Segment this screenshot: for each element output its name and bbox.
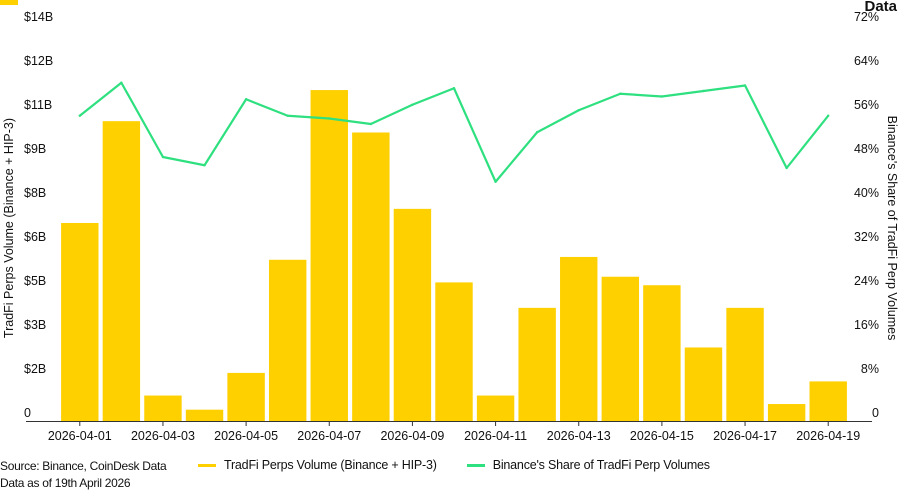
- bar-2026-04-03: [144, 395, 182, 421]
- x-tick-label: 2026-04-03: [131, 429, 195, 443]
- bar-2026-04-06: [268, 259, 307, 421]
- y2-tick-label: 24%: [854, 274, 879, 288]
- y-tick-label: $3B: [24, 318, 46, 332]
- bar-2026-04-18: [767, 404, 806, 421]
- bar-2026-04-05: [227, 372, 265, 421]
- bar-2026-04-19: [809, 381, 847, 421]
- bar-2026-04-11: [476, 395, 515, 421]
- x-tick-label: 2026-04-07: [297, 429, 361, 443]
- legend-swatch-line: [466, 463, 485, 467]
- x-tick-label: 2026-04-05: [214, 429, 278, 443]
- y2-tick-label: 0: [872, 406, 879, 420]
- y-axis-label: TradFi Perps Volume (Binance + HIP-3): [2, 118, 16, 338]
- y2-tick-label: 72%: [854, 10, 879, 24]
- legend-swatch-bar: [198, 463, 216, 467]
- brand-mark: [0, 0, 18, 5]
- x-tick-label: 2026-04-01: [48, 429, 112, 443]
- legend-item-volume: TradFi Perps Volume (Binance + HIP-3): [198, 458, 437, 472]
- bar-2026-04-14: [601, 276, 640, 421]
- bar-2026-04-04: [185, 409, 224, 421]
- share-point-2026-04-14: [619, 92, 622, 95]
- share-point-2026-04-06: [286, 114, 289, 117]
- share-point-2026-04-03: [161, 155, 165, 159]
- y2-axis-label: Binance's Share of TradFi Perp Volumes: [885, 116, 899, 341]
- share-point-2026-04-16: [702, 89, 705, 93]
- share-point-2026-04-10: [452, 87, 456, 90]
- bar-2026-04-07: [310, 90, 348, 421]
- axes-layer: 0 $2B $3B $5B $6B $8B $9B $11B $12B $14B 0 8% 16% 24%…: [24, 10, 879, 443]
- y2-tick-label: 48%: [854, 142, 879, 156]
- share-point-2026-04-09: [411, 103, 414, 106]
- bar-2026-04-09: [393, 208, 432, 421]
- footer: Source: Binance, CoinDesk Data Data as o…: [0, 458, 167, 492]
- legend-label-share: Binance's Share of TradFi Perp Volumes: [492, 458, 710, 472]
- data-date-note: Data as of 19th April 2026: [0, 476, 131, 490]
- bar-2026-04-08: [352, 132, 390, 422]
- share-point-2026-04-15: [660, 95, 664, 98]
- y2-tick-label: 32%: [854, 230, 879, 244]
- legend-item-share: Binance's Share of TradFi Perp Volumes: [466, 458, 710, 472]
- y2-tick-label: 40%: [854, 186, 879, 200]
- share-point-2026-04-17: [743, 84, 747, 87]
- share-point-2026-04-01: [78, 114, 81, 117]
- x-tick-label: 2026-04-19: [796, 429, 860, 443]
- y-tick-label: $9B: [24, 142, 46, 156]
- y2-tick-label: 16%: [854, 318, 879, 332]
- share-point-2026-04-13: [577, 109, 580, 112]
- bar-2026-04-10: [435, 282, 473, 421]
- x-tick-label: 2026-04-09: [380, 429, 444, 443]
- line-layer: [78, 81, 830, 183]
- y-tick-label: $5B: [24, 274, 46, 288]
- bar-2026-04-17: [726, 307, 764, 421]
- title-fragment: Data: [864, 0, 897, 15]
- legend: TradFi Perps Volume (Binance + HIP-3) Bi…: [198, 458, 740, 472]
- x-tick-label: 2026-04-17: [713, 429, 777, 443]
- bar-2026-04-12: [518, 307, 556, 421]
- y2-tick-label: 56%: [854, 98, 879, 112]
- bar-2026-04-15: [643, 285, 681, 421]
- share-point-2026-04-04: [203, 164, 206, 167]
- y-tick-label: $14B: [24, 10, 53, 24]
- share-point-2026-04-19: [827, 114, 830, 117]
- x-tick-label: 2026-04-13: [547, 429, 611, 443]
- share-point-2026-04-12: [535, 131, 539, 134]
- share-point-2026-04-18: [785, 166, 788, 170]
- y-tick-label: $12B: [24, 54, 53, 68]
- share-point-2026-04-11: [494, 180, 497, 183]
- share-point-2026-04-07: [328, 117, 331, 120]
- bar-2026-04-13: [560, 256, 598, 421]
- share-point-2026-04-05: [244, 98, 248, 101]
- share-point-2026-04-08: [369, 122, 373, 126]
- y-tick-label: $11B: [24, 98, 52, 112]
- share-line: [79, 81, 830, 183]
- y2-tick-label: 64%: [854, 54, 879, 68]
- bar-2026-04-16: [684, 347, 723, 421]
- bars-layer: [61, 90, 847, 422]
- y-tick-label: $6B: [24, 230, 46, 244]
- x-tick-label: 2026-04-11: [464, 429, 527, 443]
- share-point-2026-04-02: [120, 81, 123, 84]
- bar-2026-04-01: [61, 223, 99, 421]
- bar-2026-04-02: [102, 121, 141, 422]
- source-note: Source: Binance, CoinDesk Data: [0, 459, 167, 473]
- y-tick-label: 0: [24, 406, 31, 420]
- legend-label-volume: TradFi Perps Volume (Binance + HIP-3): [224, 458, 437, 472]
- y2-tick-label: 8%: [861, 362, 879, 376]
- y-tick-label: $8B: [24, 186, 46, 200]
- x-tick-label: 2026-04-15: [630, 429, 694, 443]
- y-tick-label: $2B: [24, 362, 46, 376]
